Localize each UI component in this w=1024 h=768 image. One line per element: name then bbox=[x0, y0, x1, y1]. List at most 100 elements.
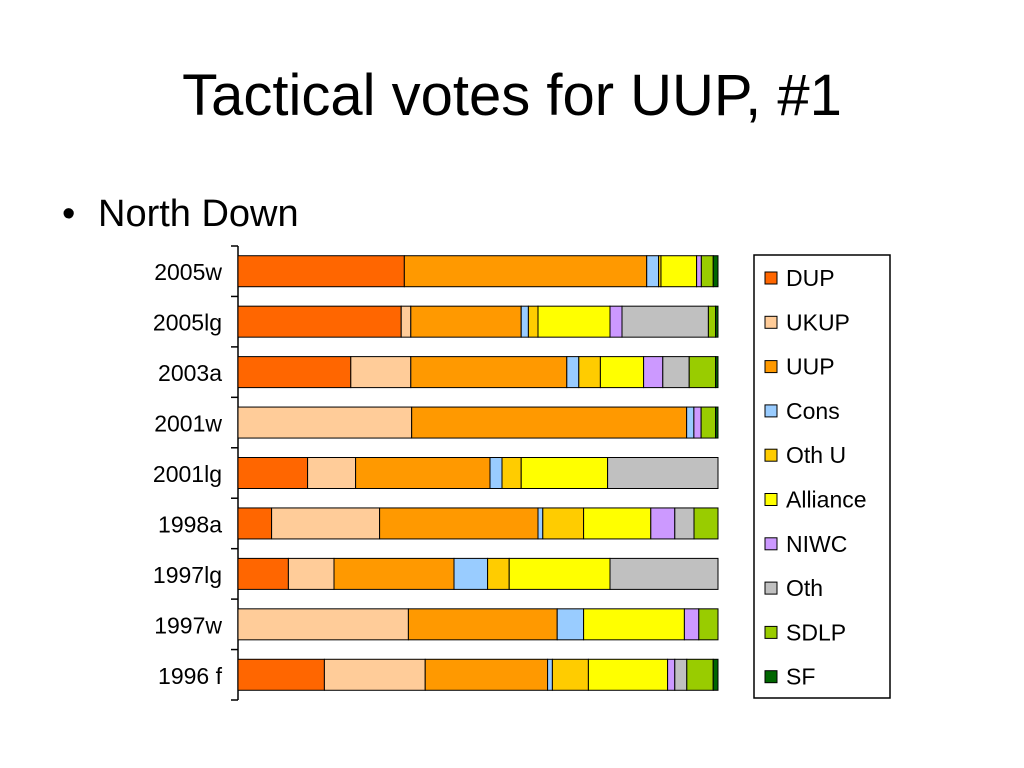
bar-segment-cons bbox=[566, 356, 580, 389]
bar-segment-niwc bbox=[693, 406, 702, 439]
bar-segment-niwc bbox=[643, 356, 664, 389]
category-label: 2005lg bbox=[153, 310, 222, 336]
legend-swatch-sf bbox=[764, 670, 778, 684]
bar-segment-oth bbox=[674, 658, 688, 691]
bar-segment-oth-u bbox=[551, 658, 589, 691]
legend-swatch-sdlp bbox=[764, 625, 778, 639]
bar-segment-sdlp bbox=[686, 658, 714, 691]
bar-segment-cons bbox=[453, 557, 489, 590]
legend-swatch-oth-u bbox=[764, 448, 778, 462]
bar-segment-oth-u bbox=[501, 457, 522, 489]
bar-segment-niwc bbox=[696, 255, 702, 288]
bar-segment-oth-u bbox=[578, 356, 601, 389]
bar-segment-sdlp bbox=[707, 305, 717, 338]
bar-segment-sdlp bbox=[700, 406, 717, 439]
category-label: 1997w bbox=[154, 612, 222, 638]
legend-label-cons: Cons bbox=[786, 398, 840, 424]
bar-segment-uup bbox=[410, 356, 568, 389]
bar-segment-oth-u bbox=[487, 557, 510, 590]
bar-segment-cons bbox=[686, 406, 695, 439]
bullet-text: North Down bbox=[98, 193, 299, 235]
category-label: 2005w bbox=[154, 259, 222, 285]
bar-segment-dup bbox=[237, 457, 309, 489]
bar-segment-niwc bbox=[667, 658, 676, 691]
legend-swatch-alliance bbox=[764, 493, 778, 506]
legend-swatch-ukup bbox=[764, 315, 778, 329]
slide-title: Tactical votes for UUP, #1 bbox=[182, 63, 842, 128]
bar-segment-dup bbox=[237, 658, 325, 691]
bar-segment-dup bbox=[237, 255, 405, 288]
bar-segment-ukup bbox=[271, 507, 381, 540]
bar-segment-sdlp bbox=[693, 507, 719, 540]
bar-segment-sdlp bbox=[688, 356, 717, 389]
legend-swatch-niwc bbox=[764, 537, 778, 551]
bar-segment-alliance bbox=[587, 658, 669, 691]
bar-segment-oth bbox=[674, 507, 695, 540]
bar-segment-alliance bbox=[583, 608, 685, 641]
legend-label-dup: DUP bbox=[786, 265, 835, 291]
bar-segment-cons bbox=[646, 255, 660, 288]
bar-segment-ukup bbox=[350, 356, 412, 389]
bar-segment-oth bbox=[607, 457, 719, 489]
bar-segment-uup bbox=[407, 608, 558, 641]
bar-segment-alliance bbox=[508, 557, 611, 590]
bar-segment-ukup bbox=[237, 608, 409, 641]
bar-segment-oth bbox=[621, 305, 709, 338]
category-label: 2001w bbox=[154, 411, 222, 437]
bar-segment-uup bbox=[410, 305, 522, 338]
bar-segment-alliance bbox=[660, 255, 698, 288]
legend-label-ukup: UKUP bbox=[786, 309, 850, 335]
legend-label-sf: SF bbox=[786, 664, 815, 690]
bar-segment-sf bbox=[715, 356, 719, 389]
bar-segment-oth bbox=[662, 356, 690, 389]
bar-segment-oth-u bbox=[542, 507, 585, 540]
legend-label-sdlp: SDLP bbox=[786, 619, 846, 645]
bar-segment-sf bbox=[715, 406, 719, 439]
bar-segment-alliance bbox=[520, 457, 609, 489]
legend-swatch-oth bbox=[764, 581, 778, 595]
bullet-symbol: • bbox=[62, 193, 76, 235]
category-labels: 2005w 2005lg 2003a 2001w 2001lg 1998a 1997lg 19… bbox=[153, 259, 223, 689]
bar-segment-oth-u bbox=[527, 305, 539, 338]
legend-label-niwc: NIWC bbox=[786, 531, 847, 557]
bar-segment-alliance bbox=[537, 305, 611, 338]
legend-swatch-uup bbox=[764, 360, 778, 374]
bar-segment-sf bbox=[715, 305, 719, 338]
bar-segment-ukup bbox=[237, 406, 413, 439]
category-label: 1998a bbox=[158, 511, 222, 537]
bar-segment-dup bbox=[237, 305, 402, 338]
bar-segment-uup bbox=[333, 557, 455, 590]
bar-segment-ukup bbox=[400, 305, 412, 338]
bar-segment-ukup bbox=[287, 557, 335, 590]
chart-axis bbox=[231, 245, 239, 701]
bar-segment-ukup bbox=[323, 658, 426, 691]
bullet-item: • North Down bbox=[62, 190, 299, 238]
bar-segment-oth bbox=[609, 557, 719, 590]
chart-legend: DUP UKUP UUP Cons Oth U Alliance NIWC Oth SDLP SF bbox=[753, 254, 891, 699]
bar-segment-niwc bbox=[683, 608, 700, 641]
bar-segment-niwc bbox=[609, 305, 623, 338]
bar-segment-ukup bbox=[307, 457, 357, 489]
bar-segment-sf bbox=[712, 658, 719, 691]
bar-segment-sdlp bbox=[698, 608, 719, 641]
bar-segment-dup bbox=[237, 507, 273, 540]
bar-segment-sf bbox=[712, 255, 719, 288]
category-label: 2001lg bbox=[153, 461, 222, 487]
bar-segment-dup bbox=[237, 356, 352, 389]
bar-segment-uup bbox=[355, 457, 491, 489]
category-label: 1997lg bbox=[153, 562, 222, 588]
bar-segment-niwc bbox=[650, 507, 676, 540]
bar-segment-cons bbox=[556, 608, 585, 641]
bar-segment-alliance bbox=[583, 507, 652, 540]
bar-segment-cons bbox=[520, 305, 529, 338]
bar-segment-cons bbox=[489, 457, 503, 489]
bar-segment-uup bbox=[424, 658, 549, 691]
category-label: 1996 f bbox=[158, 663, 223, 689]
legend-label-oth: Oth bbox=[786, 575, 823, 601]
bar-segment-uup bbox=[411, 406, 688, 439]
bar-segment-cons bbox=[547, 658, 553, 691]
category-label: 2003a bbox=[158, 360, 222, 386]
legend-swatch-cons bbox=[764, 404, 778, 418]
legend-label-oth-u: Oth U bbox=[786, 442, 846, 468]
